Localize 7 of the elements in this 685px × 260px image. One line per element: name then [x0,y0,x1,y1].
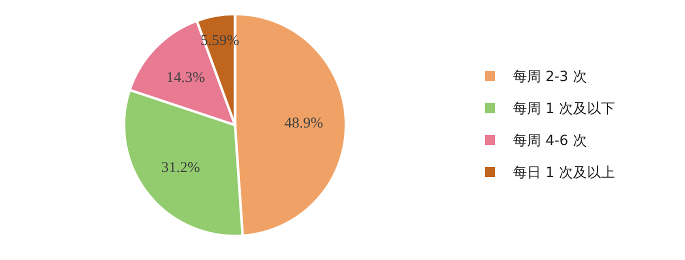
legend-label: 每周 4-6 次 [513,133,587,149]
legend-label: 每日 1 次及以上 [513,165,615,181]
data-label: 48.9% [284,116,324,132]
data-label: 31.2% [161,160,200,176]
legend-label: 每周 2-3 次 [513,69,587,85]
legend-label: 每周 1 次及以下 [513,101,615,117]
data-label: 14.3% [166,70,205,86]
